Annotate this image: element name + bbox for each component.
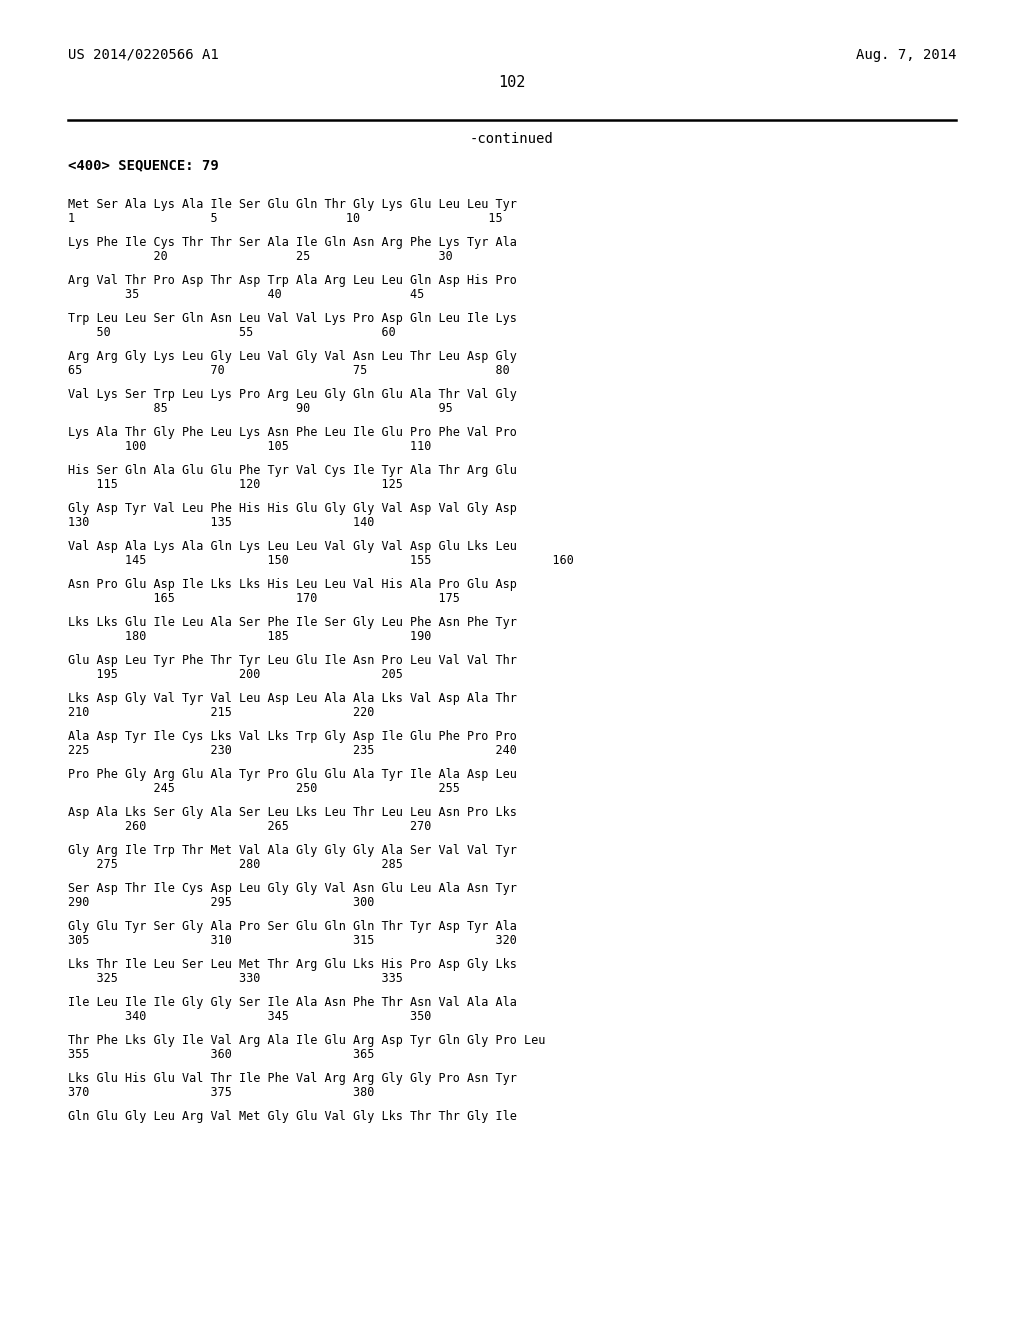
Text: Gly Arg Ile Trp Thr Met Val Ala Gly Gly Gly Ala Ser Val Val Tyr: Gly Arg Ile Trp Thr Met Val Ala Gly Gly …: [68, 843, 517, 857]
Text: Lks Asp Gly Val Tyr Val Leu Asp Leu Ala Ala Lks Val Asp Ala Thr: Lks Asp Gly Val Tyr Val Leu Asp Leu Ala …: [68, 692, 517, 705]
Text: 20                  25                  30: 20 25 30: [68, 251, 453, 264]
Text: Val Lys Ser Trp Leu Lys Pro Arg Leu Gly Gln Glu Ala Thr Val Gly: Val Lys Ser Trp Leu Lys Pro Arg Leu Gly …: [68, 388, 517, 401]
Text: 35                  40                  45: 35 40 45: [68, 289, 424, 301]
Text: <400> SEQUENCE: 79: <400> SEQUENCE: 79: [68, 158, 219, 172]
Text: 165                 170                 175: 165 170 175: [68, 593, 460, 606]
Text: 370                 375                 380: 370 375 380: [68, 1086, 375, 1100]
Text: Ala Asp Tyr Ile Cys Lks Val Lks Trp Gly Asp Ile Glu Phe Pro Pro: Ala Asp Tyr Ile Cys Lks Val Lks Trp Gly …: [68, 730, 517, 743]
Text: Lks Thr Ile Leu Ser Leu Met Thr Arg Glu Lks His Pro Asp Gly Lks: Lks Thr Ile Leu Ser Leu Met Thr Arg Glu …: [68, 958, 517, 972]
Text: 145                 150                 155                 160: 145 150 155 160: [68, 554, 573, 568]
Text: 180                 185                 190: 180 185 190: [68, 631, 431, 644]
Text: US 2014/0220566 A1: US 2014/0220566 A1: [68, 48, 219, 62]
Text: 290                 295                 300: 290 295 300: [68, 896, 375, 909]
Text: 305                 310                 315                 320: 305 310 315 320: [68, 935, 517, 948]
Text: 1                   5                  10                  15: 1 5 10 15: [68, 213, 503, 226]
Text: Met Ser Ala Lys Ala Ile Ser Glu Gln Thr Gly Lys Glu Leu Leu Tyr: Met Ser Ala Lys Ala Ile Ser Glu Gln Thr …: [68, 198, 517, 211]
Text: 245                 250                 255: 245 250 255: [68, 783, 460, 796]
Text: -continued: -continued: [470, 132, 554, 147]
Text: Gly Glu Tyr Ser Gly Ala Pro Ser Glu Gln Gln Thr Tyr Asp Tyr Ala: Gly Glu Tyr Ser Gly Ala Pro Ser Glu Gln …: [68, 920, 517, 933]
Text: Asp Ala Lks Ser Gly Ala Ser Leu Lks Leu Thr Leu Leu Asn Pro Lks: Asp Ala Lks Ser Gly Ala Ser Leu Lks Leu …: [68, 807, 517, 818]
Text: Lks Lks Glu Ile Leu Ala Ser Phe Ile Ser Gly Leu Phe Asn Phe Tyr: Lks Lks Glu Ile Leu Ala Ser Phe Ile Ser …: [68, 616, 517, 630]
Text: 102: 102: [499, 75, 525, 90]
Text: Val Asp Ala Lys Ala Gln Lys Leu Leu Val Gly Val Asp Glu Lks Leu: Val Asp Ala Lys Ala Gln Lys Leu Leu Val …: [68, 540, 517, 553]
Text: 225                 230                 235                 240: 225 230 235 240: [68, 744, 517, 758]
Text: 210                 215                 220: 210 215 220: [68, 706, 375, 719]
Text: 275                 280                 285: 275 280 285: [68, 858, 402, 871]
Text: 115                 120                 125: 115 120 125: [68, 479, 402, 491]
Text: 325                 330                 335: 325 330 335: [68, 973, 402, 986]
Text: Lys Ala Thr Gly Phe Leu Lys Asn Phe Leu Ile Glu Pro Phe Val Pro: Lys Ala Thr Gly Phe Leu Lys Asn Phe Leu …: [68, 426, 517, 440]
Text: Glu Asp Leu Tyr Phe Thr Tyr Leu Glu Ile Asn Pro Leu Val Val Thr: Glu Asp Leu Tyr Phe Thr Tyr Leu Glu Ile …: [68, 653, 517, 667]
Text: 260                 265                 270: 260 265 270: [68, 821, 431, 833]
Text: 130                 135                 140: 130 135 140: [68, 516, 375, 529]
Text: Lys Phe Ile Cys Thr Thr Ser Ala Ile Gln Asn Arg Phe Lys Tyr Ala: Lys Phe Ile Cys Thr Thr Ser Ala Ile Gln …: [68, 236, 517, 249]
Text: Arg Val Thr Pro Asp Thr Asp Trp Ala Arg Leu Leu Gln Asp His Pro: Arg Val Thr Pro Asp Thr Asp Trp Ala Arg …: [68, 275, 517, 286]
Text: 340                 345                 350: 340 345 350: [68, 1011, 431, 1023]
Text: Ser Asp Thr Ile Cys Asp Leu Gly Gly Val Asn Glu Leu Ala Asn Tyr: Ser Asp Thr Ile Cys Asp Leu Gly Gly Val …: [68, 882, 517, 895]
Text: His Ser Gln Ala Glu Glu Phe Tyr Val Cys Ile Tyr Ala Thr Arg Glu: His Ser Gln Ala Glu Glu Phe Tyr Val Cys …: [68, 465, 517, 477]
Text: Asn Pro Glu Asp Ile Lks Lks His Leu Leu Val His Ala Pro Glu Asp: Asn Pro Glu Asp Ile Lks Lks His Leu Leu …: [68, 578, 517, 591]
Text: Gln Glu Gly Leu Arg Val Met Gly Glu Val Gly Lks Thr Thr Gly Ile: Gln Glu Gly Leu Arg Val Met Gly Glu Val …: [68, 1110, 517, 1123]
Text: Ile Leu Ile Ile Gly Gly Ser Ile Ala Asn Phe Thr Asn Val Ala Ala: Ile Leu Ile Ile Gly Gly Ser Ile Ala Asn …: [68, 997, 517, 1008]
Text: 100                 105                 110: 100 105 110: [68, 441, 431, 454]
Text: Aug. 7, 2014: Aug. 7, 2014: [855, 48, 956, 62]
Text: 195                 200                 205: 195 200 205: [68, 668, 402, 681]
Text: 50                  55                  60: 50 55 60: [68, 326, 395, 339]
Text: Pro Phe Gly Arg Glu Ala Tyr Pro Glu Glu Ala Tyr Ile Ala Asp Leu: Pro Phe Gly Arg Glu Ala Tyr Pro Glu Glu …: [68, 768, 517, 781]
Text: Lks Glu His Glu Val Thr Ile Phe Val Arg Arg Gly Gly Pro Asn Tyr: Lks Glu His Glu Val Thr Ile Phe Val Arg …: [68, 1072, 517, 1085]
Text: 85                  90                  95: 85 90 95: [68, 403, 453, 416]
Text: Arg Arg Gly Lys Leu Gly Leu Val Gly Val Asn Leu Thr Leu Asp Gly: Arg Arg Gly Lys Leu Gly Leu Val Gly Val …: [68, 350, 517, 363]
Text: Gly Asp Tyr Val Leu Phe His His Glu Gly Gly Val Asp Val Gly Asp: Gly Asp Tyr Val Leu Phe His His Glu Gly …: [68, 502, 517, 515]
Text: 65                  70                  75                  80: 65 70 75 80: [68, 364, 510, 378]
Text: 355                 360                 365: 355 360 365: [68, 1048, 375, 1061]
Text: Trp Leu Leu Ser Gln Asn Leu Val Val Lys Pro Asp Gln Leu Ile Lys: Trp Leu Leu Ser Gln Asn Leu Val Val Lys …: [68, 312, 517, 325]
Text: Thr Phe Lks Gly Ile Val Arg Ala Ile Glu Arg Asp Tyr Gln Gly Pro Leu: Thr Phe Lks Gly Ile Val Arg Ala Ile Glu …: [68, 1034, 546, 1047]
